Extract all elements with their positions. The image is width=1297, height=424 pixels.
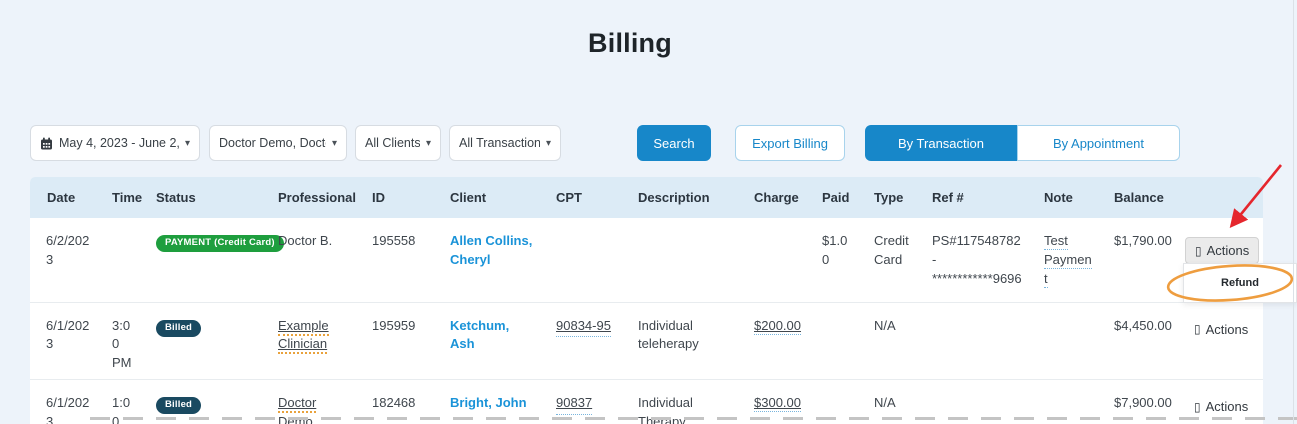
status-badge: Billed xyxy=(156,397,202,415)
client-link[interactable]: Bright, John xyxy=(450,395,527,411)
cell-description: Individual teleherapy xyxy=(622,302,738,381)
by-transaction-toggle[interactable]: By Transaction xyxy=(865,125,1017,161)
col-header-type: Type xyxy=(858,177,916,218)
charge-link[interactable]: $200.00 xyxy=(754,317,801,335)
cpt-link[interactable]: 90837 xyxy=(556,394,593,415)
actions-dropdown-menu: Refund xyxy=(1183,263,1297,303)
actions-button[interactable]: ▯ Actions xyxy=(1185,237,1260,264)
table-row: 6/2/2023 PAYMENT (Credit Card) Doctor B.… xyxy=(30,218,1263,303)
col-header-cpt: CPT xyxy=(540,177,622,218)
cell-id: 195558 xyxy=(356,218,434,303)
cell-professional: Doctor B. xyxy=(262,218,356,303)
col-header-actions xyxy=(1185,177,1263,218)
billing-table: Date Time Status Professional ID Client … xyxy=(30,177,1263,424)
cell-note xyxy=(1028,302,1098,381)
professional-link[interactable]: Example Clinician xyxy=(278,317,329,355)
table-row: 6/1/2023 3:00 PM Billed Example Clinicia… xyxy=(30,302,1263,381)
col-header-paid: Paid xyxy=(806,177,858,218)
status-badge: Billed xyxy=(156,319,202,337)
col-header-charge: Charge xyxy=(738,177,806,218)
actions-button[interactable]: ▯ Actions xyxy=(1185,394,1257,419)
col-header-balance: Balance xyxy=(1098,177,1185,218)
cell-type: N/A xyxy=(858,302,916,381)
cell-time: 3:00 PM xyxy=(96,302,140,381)
filter-bar: May 4, 2023 - June 2, 2023 ▾ Doctor Demo… xyxy=(30,125,1180,161)
client-link[interactable]: Ketchum, Ash xyxy=(450,317,510,352)
charge-link[interactable]: $300.00 xyxy=(754,395,801,413)
right-edge-divider xyxy=(1293,0,1294,424)
col-header-status: Status xyxy=(140,177,262,218)
cell-description xyxy=(622,218,738,303)
calendar-icon xyxy=(41,137,52,149)
by-appointment-toggle[interactable]: By Appointment xyxy=(1017,125,1180,161)
client-link[interactable]: Allen Collins, Cheryl xyxy=(450,233,533,267)
col-header-note: Note xyxy=(1028,177,1098,218)
cell-balance: $1,790.00 xyxy=(1098,218,1185,303)
cell-balance: $4,450.00 xyxy=(1098,302,1185,381)
col-header-client: Client xyxy=(434,177,540,218)
provider-select[interactable]: Doctor Demo, Doctor AC ▾ xyxy=(209,125,347,161)
provider-select-value: Doctor Demo, Doctor AC xyxy=(219,136,326,150)
cell-paid: $1.00 xyxy=(806,218,858,303)
table-header-row: Date Time Status Professional ID Client … xyxy=(30,177,1263,218)
actions-button[interactable]: ▯ Actions xyxy=(1185,317,1257,342)
refund-menu-item[interactable]: Refund xyxy=(1221,277,1259,289)
bottom-dashed-divider xyxy=(90,417,1297,420)
cell-ref xyxy=(916,302,1028,381)
missing-glyph-icon: ▯ xyxy=(1194,322,1201,336)
note-link[interactable]: Test Payment xyxy=(1044,233,1092,288)
missing-glyph-icon: ▯ xyxy=(1195,243,1202,258)
cell-ref: PS#117548782 - ************9696 xyxy=(916,218,1028,303)
cell-date: 6/2/2023 xyxy=(30,218,96,303)
col-header-time: Time xyxy=(96,177,142,218)
search-button[interactable]: Search xyxy=(637,125,711,161)
transactions-select[interactable]: All Transactions ▾ xyxy=(449,125,561,161)
col-header-ref: Ref # xyxy=(916,177,1028,218)
col-header-professional: Professional xyxy=(262,177,356,218)
cell-cpt xyxy=(540,218,622,303)
cell-time xyxy=(96,218,140,303)
table-row: 6/1/2023 1:00 PM Billed Doctor Demo 1824… xyxy=(30,380,1263,424)
export-billing-button[interactable]: Export Billing xyxy=(735,125,845,161)
page-title: Billing xyxy=(588,28,672,58)
col-header-id: ID xyxy=(356,177,434,218)
clients-select-value: All Clients xyxy=(365,136,420,150)
cpt-link[interactable]: 90834-95 xyxy=(556,317,611,338)
cell-balance: $7,900.00 xyxy=(1114,395,1172,411)
transactions-select-value: All Transactions xyxy=(459,136,540,150)
cell-id: 195959 xyxy=(356,302,434,381)
cell-paid xyxy=(806,302,858,381)
chevron-down-icon: ▾ xyxy=(331,137,337,149)
col-header-description: Description xyxy=(622,177,738,218)
cell-charge xyxy=(738,218,806,303)
view-toggle: By Transaction By Appointment xyxy=(865,125,1180,161)
cell-type: Credit Card xyxy=(858,218,916,303)
chevron-down-icon: ▾ xyxy=(425,137,431,149)
cell-id: 182468 xyxy=(372,395,416,411)
chevron-down-icon: ▾ xyxy=(184,137,190,149)
clients-select[interactable]: All Clients ▾ xyxy=(355,125,441,161)
chevron-down-icon: ▾ xyxy=(545,137,551,149)
missing-glyph-icon: ▯ xyxy=(1194,399,1201,414)
cell-type: N/A xyxy=(874,395,896,411)
date-range-picker[interactable]: May 4, 2023 - June 2, 2023 ▾ xyxy=(30,125,200,161)
status-badge: PAYMENT (Credit Card) xyxy=(156,235,284,253)
cell-date: 6/1/2023 xyxy=(46,395,90,424)
date-range-value: May 4, 2023 - June 2, 2023 xyxy=(59,136,179,150)
cell-date: 6/1/2023 xyxy=(30,302,96,381)
col-header-date: Date xyxy=(30,177,96,218)
